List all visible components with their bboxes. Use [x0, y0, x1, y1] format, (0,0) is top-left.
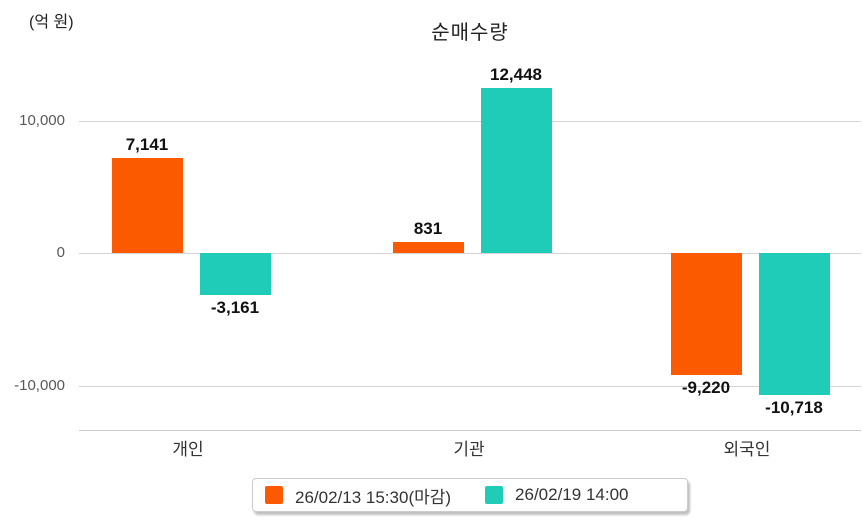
bar-value-label: -10,718: [765, 398, 823, 417]
bar-value-label: -3,161: [210, 297, 260, 317]
legend: 26/02/13 15:30(마감) 26/02/19 14:00: [252, 478, 688, 512]
category-label-2: 기관: [453, 440, 485, 459]
bar-value-label: 12,448: [490, 65, 542, 85]
series2-color-swatch: [485, 486, 504, 504]
category-label-3: 외국인: [723, 440, 771, 459]
bar-value-label: 7,141: [125, 135, 169, 155]
bar-기관-series1: [392, 241, 464, 253]
legend-item-series1: 26/02/13 15:30(마감): [265, 483, 451, 508]
series2-legend-label: 26/02/19 14:00: [515, 485, 629, 504]
series1-color-swatch: [265, 486, 283, 504]
gridline-10000: [79, 120, 861, 122]
legend-item-series2: 26/02/19 14:00: [485, 485, 629, 505]
bar-외국인-series2: [758, 253, 830, 395]
y-axis-unit-label: (억 원): [29, 14, 74, 31]
chart-title: 순매수량: [431, 22, 509, 44]
bar-value-label: -9,220: [681, 378, 731, 398]
category-label-1: 개인: [172, 440, 204, 459]
gridline--10000: [79, 385, 861, 387]
gridline-0: [79, 253, 861, 254]
series1-legend-label: 26/02/13 15:30(마감): [295, 487, 452, 507]
y-tick-label: -10,000: [14, 376, 65, 394]
bar-개인-series2: [199, 253, 271, 295]
bar-개인-series1: [111, 158, 183, 253]
bar-외국인-series1: [670, 253, 742, 376]
y-tick-label: 10,000: [19, 111, 65, 129]
bar-value-label: 831: [413, 218, 443, 238]
x-axis-line: [79, 430, 861, 431]
y-tick-label: 0: [56, 244, 65, 261]
bar-기관-series2: [480, 88, 552, 253]
